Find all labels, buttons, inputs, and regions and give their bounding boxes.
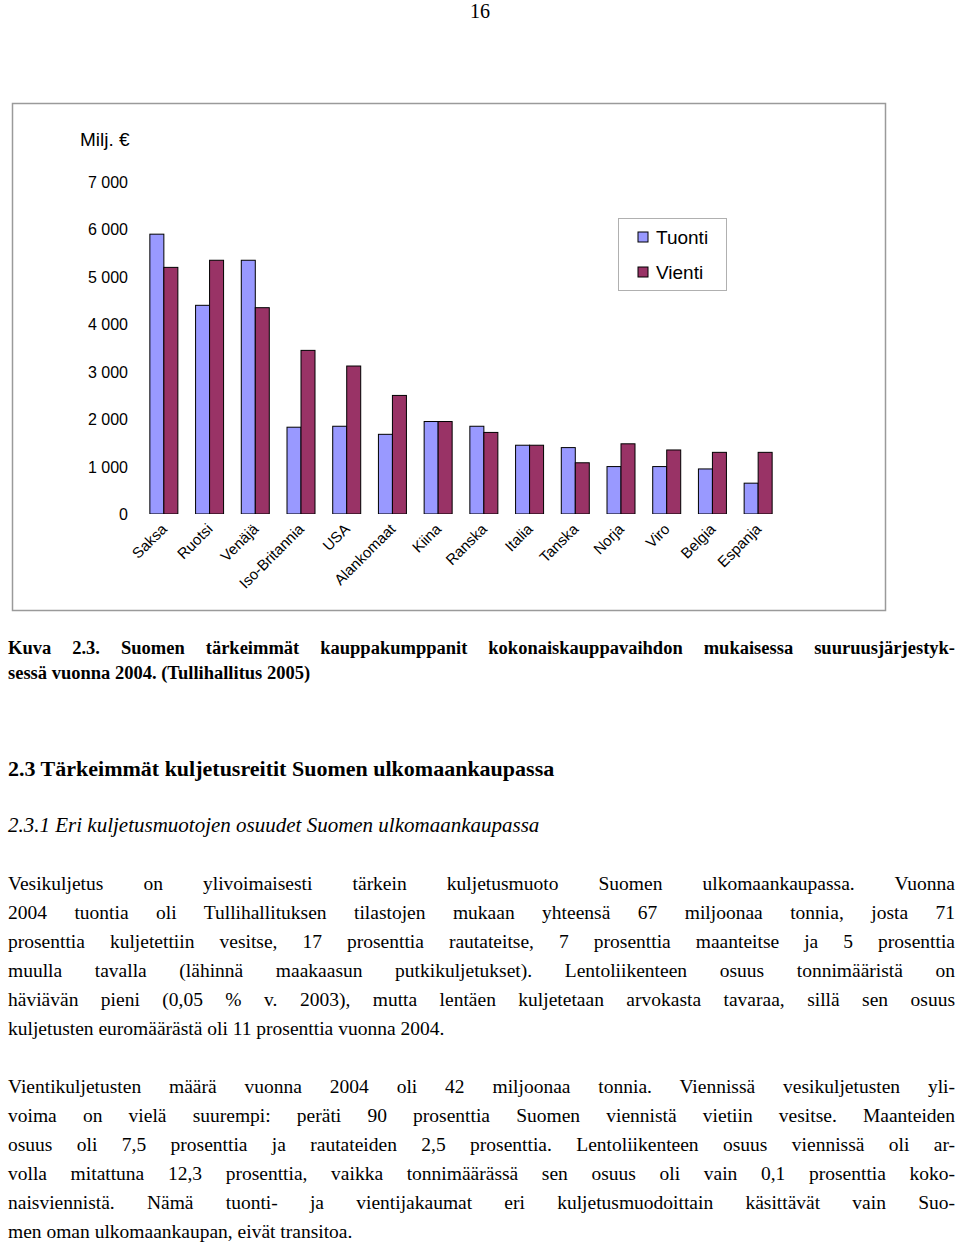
y-tick-label: 2 000 [88, 411, 128, 428]
bar [484, 432, 498, 514]
paragraph-line: voima on vielä suurempi: peräti 90 prose… [8, 1104, 955, 1128]
y-tick-label: 1 000 [88, 459, 128, 476]
bar [150, 234, 164, 514]
y-tick [136, 324, 140, 325]
subsection-heading: 2.3.1 Eri kuljetusmuotojen osuudet Suome… [8, 813, 539, 838]
bar [196, 305, 210, 514]
x-tick-label: Italia [501, 520, 536, 555]
paragraph-line: muulla tavalla (lähinnä maakaasun putkik… [8, 959, 955, 983]
bar [653, 467, 667, 514]
legend-swatch [638, 232, 648, 242]
paragraph-line: Vientikuljetusten määrä vuonna 2004 oli … [8, 1075, 955, 1099]
bar [241, 260, 255, 514]
bar [744, 483, 758, 514]
paragraph-line: volla mitattuna 12,3 prosenttia, vaikka … [8, 1162, 955, 1186]
bar [164, 267, 178, 514]
paragraph-line: 2004 tuontia oli Tullihallituksen tilast… [8, 901, 955, 925]
bar [470, 426, 484, 514]
y-axis-label: Milj. € [80, 129, 130, 150]
x-tick-label: Tanska [536, 520, 582, 566]
chart: Milj. € 0 1 000 2 000 3 000 4 000 5 000 6 000 7 … [0, 0, 960, 620]
bar [530, 445, 544, 514]
x-tick-label: Alankomaat [331, 520, 400, 589]
bar [607, 467, 621, 514]
y-tick [136, 276, 140, 277]
bar [392, 395, 406, 514]
bar [621, 444, 635, 514]
bar [667, 450, 681, 514]
bar [758, 452, 772, 514]
y-tick [136, 182, 140, 183]
caption-line: sessä vuonna 2004. (Tullihallitus 2005) [8, 661, 955, 685]
bar [255, 308, 269, 514]
y-tick [136, 466, 140, 467]
bar [561, 448, 575, 514]
bar [516, 445, 530, 514]
x-tick-label: Iso-Britannia [236, 520, 308, 592]
x-tick-label: Ranska [442, 520, 490, 568]
x-tick-label: Saksa [128, 520, 170, 562]
y-tick [136, 419, 140, 420]
y-tick-label: 7 000 [88, 174, 128, 191]
section-heading: 2.3 Tärkeimmät kuljetusreitit Suomen ulk… [8, 756, 554, 782]
x-tick-label: Belgia [677, 520, 719, 562]
chart-frame [13, 104, 886, 611]
paragraph-line: prosenttia kuljetettiin vesitse, 17 pros… [8, 930, 955, 954]
paragraph-line: Vesikuljetus on ylivoimaisesti tärkein k… [8, 872, 955, 896]
paragraph-line: naisviennistä. Nämä tuonti- ja vientijak… [8, 1191, 955, 1215]
x-tick-label: Viro [642, 520, 673, 551]
paragraph-line: men oman ulkomaankaupan, eivät transitoa… [8, 1220, 955, 1244]
bar [210, 260, 224, 514]
y-tick-label: 3 000 [88, 364, 128, 381]
y-tick-label: 4 000 [88, 316, 128, 333]
bar [378, 434, 392, 514]
legend-frame [619, 219, 727, 291]
bar [712, 452, 726, 514]
y-tick-label: 6 000 [88, 221, 128, 238]
bar [347, 366, 361, 514]
paragraph-line: häviävän pieni (0,05 % v. 2003), mutta l… [8, 988, 955, 1012]
y-tick [136, 371, 140, 372]
caption-line: Kuva 2.3. Suomen tärkeimmät kauppakumppa… [8, 636, 955, 660]
legend: Tuonti Vienti [619, 219, 727, 291]
x-tick-label: Norja [590, 520, 628, 558]
bar [333, 426, 347, 514]
bars [150, 234, 772, 514]
bar [575, 463, 589, 514]
legend-label: Vienti [656, 262, 703, 283]
bar [424, 422, 438, 514]
paragraph-line: kuljetusten euromäärästä oli 11 prosentt… [8, 1017, 955, 1041]
x-tick-label: USA [319, 520, 353, 554]
page-number: 16 [0, 0, 960, 23]
paragraph-line: osuus oli 7,5 prosenttia ja rautateiden … [8, 1133, 955, 1157]
bar [287, 427, 301, 514]
y-tick-label: 0 [119, 506, 128, 523]
legend-swatch [638, 267, 648, 277]
legend-label: Tuonti [656, 227, 708, 248]
x-tick-label: Venäjä [217, 520, 262, 565]
bar [698, 469, 712, 514]
bar [438, 422, 452, 514]
y-tick [136, 514, 140, 515]
x-tick-label: Ruotsi [174, 520, 216, 562]
y-tick [136, 229, 140, 230]
bar [301, 350, 315, 514]
y-tick-label: 5 000 [88, 269, 128, 286]
x-tick-label: Kiina [409, 520, 445, 556]
x-tick-label: Espanja [714, 520, 765, 571]
